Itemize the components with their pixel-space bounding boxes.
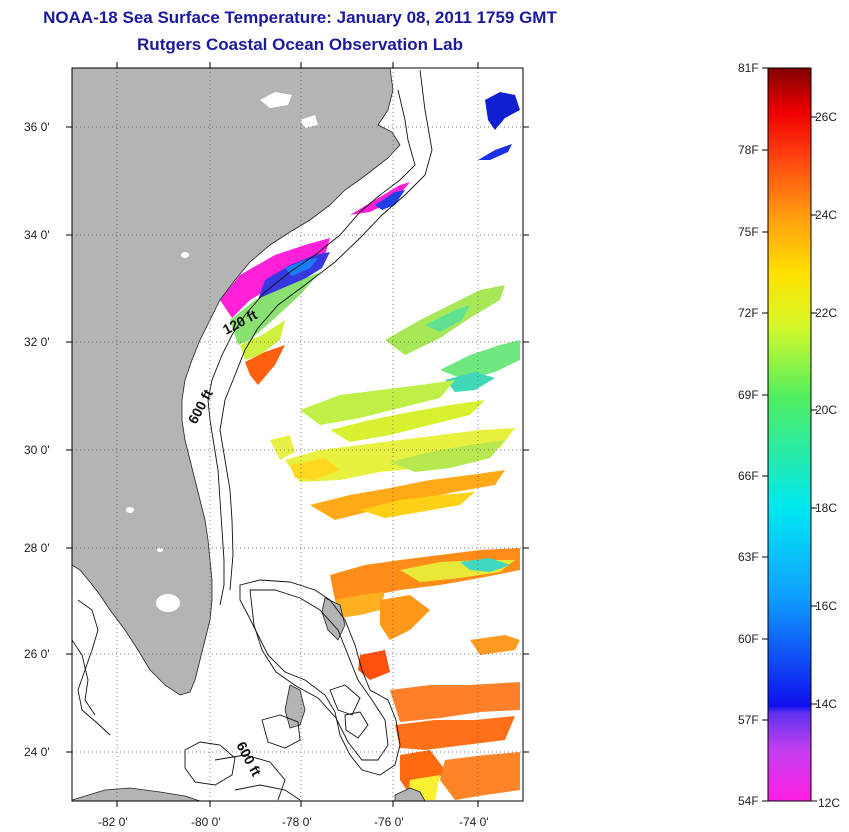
colorbar-f-label: 66F — [738, 469, 759, 483]
colorbar-f-label: 57F — [738, 713, 759, 727]
lat-label: 36 0' — [24, 120, 50, 134]
colorbar-c-label: 26C — [815, 110, 837, 124]
lat-label: 28 0' — [24, 541, 50, 555]
colorbar-c-label: 22C — [815, 306, 837, 320]
lon-label: -74 0' — [459, 815, 489, 829]
colorbar-f-label: 75F — [738, 225, 759, 239]
colorbar-gradient — [767, 67, 812, 802]
colorbar-c-label: 20C — [815, 403, 837, 417]
lon-label: -82 0' — [98, 815, 128, 829]
sst-data-patches — [220, 92, 520, 800]
colorbar-f-label: 63F — [738, 550, 759, 564]
colorbar-c-label: 16C — [815, 599, 837, 613]
colorbar-c-label: 18C — [815, 501, 837, 515]
lon-label: -78 0' — [282, 815, 312, 829]
lat-label: 32 0' — [24, 335, 50, 349]
colorbar-c-label: 12C — [818, 796, 840, 810]
lat-label: 24 0' — [24, 745, 50, 759]
lat-label: 30 0' — [24, 443, 50, 457]
inland-water — [126, 92, 318, 612]
lon-label: -80 0' — [191, 815, 221, 829]
colorbar-f-label: 69F — [738, 388, 759, 402]
colorbar-f-label: 81F — [738, 61, 759, 75]
lon-label: -76 0' — [374, 815, 404, 829]
map-frame — [71, 67, 524, 802]
land — [72, 68, 426, 801]
axis-ticks — [66, 62, 529, 807]
longitude-labels: -82 0' -80 0' -78 0' -76 0' -74 0' — [98, 815, 489, 829]
colorbar-f-label: 60F — [738, 632, 759, 646]
colorbar-f-label: 72F — [738, 306, 759, 320]
colorbar-c-label: 14C — [815, 697, 837, 711]
map-area: 120 ft 600 ft 600 ft — [72, 68, 523, 801]
colorbar-c-label: 24C — [815, 208, 837, 222]
colorbar-f-label: 54F — [738, 794, 759, 808]
colorbar-f-label: 78F — [738, 143, 759, 157]
lat-label: 34 0' — [24, 228, 50, 242]
map-title: NOAA-18 Sea Surface Temperature: January… — [43, 8, 557, 27]
latitude-labels: 36 0' 34 0' 32 0' 30 0' 28 0' 26 0' 24 0… — [24, 120, 50, 759]
bathymetry-contours — [72, 69, 433, 801]
colorbar: 81F 78F 75F 72F 69F 66F 63F 60F 57F 54F … — [738, 61, 840, 810]
map-subtitle: Rutgers Coastal Ocean Observation Lab — [137, 35, 463, 54]
lat-label: 26 0' — [24, 647, 50, 661]
